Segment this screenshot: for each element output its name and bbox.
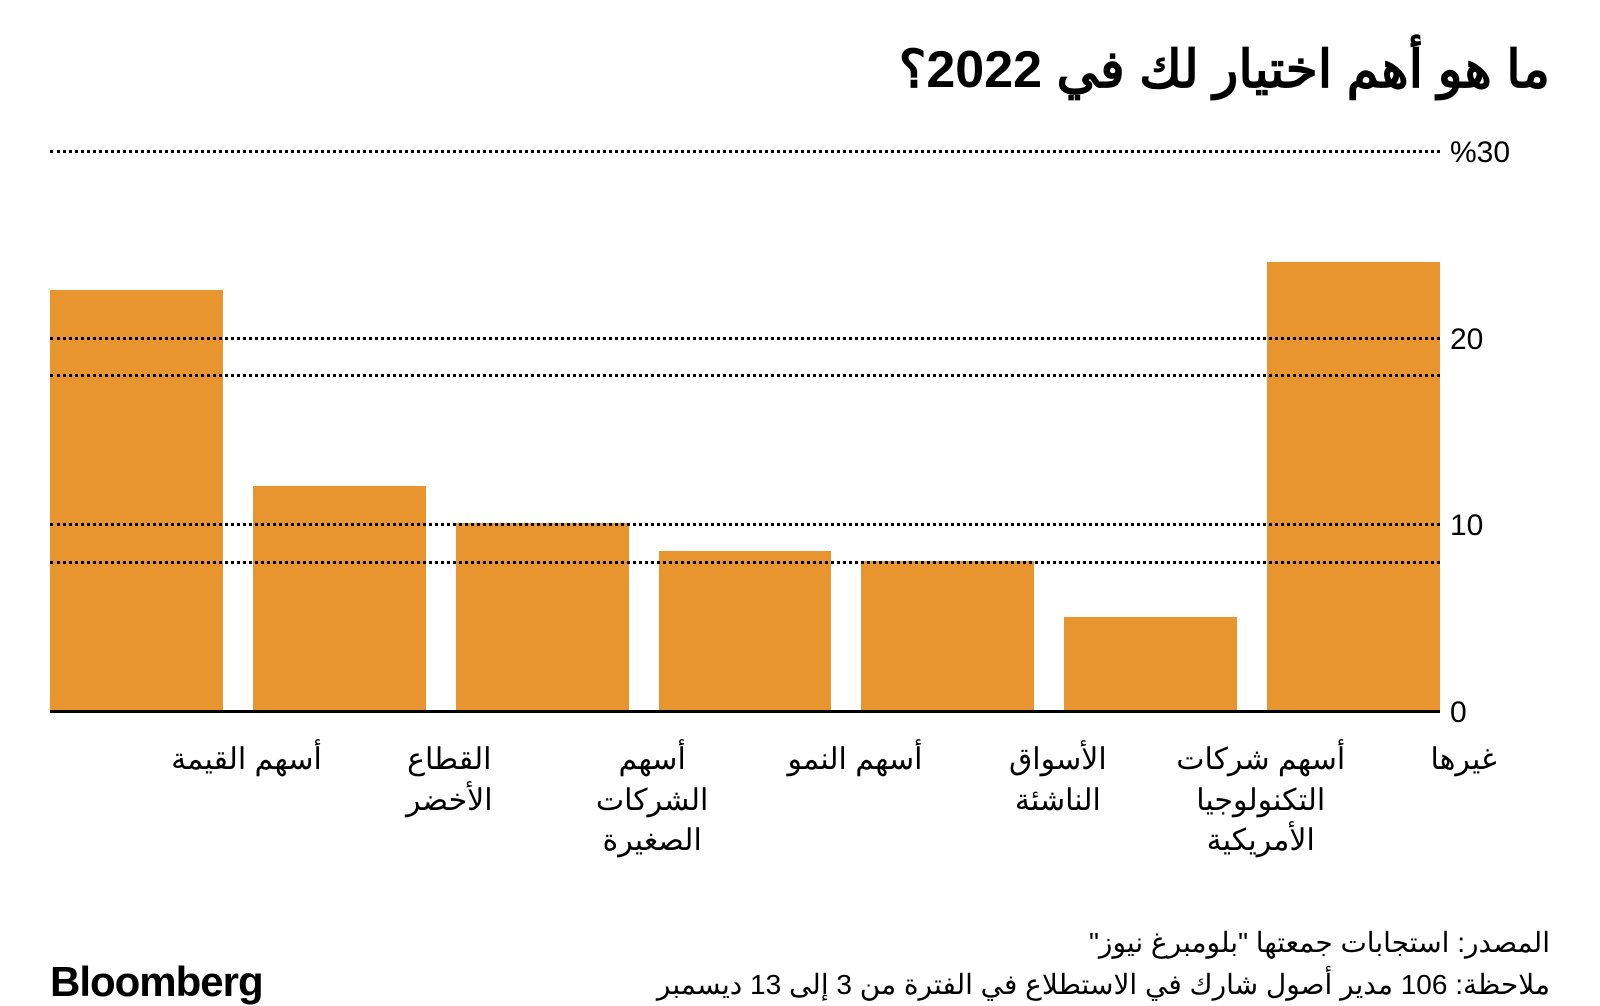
plot-region: 0 10 20 %30 — [50, 150, 1440, 710]
gridline: 0 — [50, 710, 1440, 713]
note-line: ملاحظة: 106 مدير أصول شارك في الاستطلاع … — [657, 964, 1550, 1006]
x-axis-label: أسهم الشركات الصغيرة — [566, 740, 739, 862]
y-axis-label: 0 — [1450, 696, 1550, 730]
brand-logo: Bloomberg — [50, 958, 263, 1006]
x-axis-label: أسهم شركات التكنولوجيا الأمريكية — [1174, 740, 1347, 862]
x-axis-label: أسهم القيمة — [160, 740, 333, 862]
bar-slot — [456, 150, 629, 710]
x-axis-label: أسهم النمو — [769, 740, 942, 862]
gridline: %30 — [50, 150, 1440, 153]
bar — [1267, 262, 1440, 710]
gridline: 10 — [50, 523, 1440, 526]
x-axis-label: القطاع الأخضر — [363, 740, 536, 862]
bars-container — [50, 150, 1440, 710]
bar-slot — [1267, 150, 1440, 710]
y-axis-label: %30 — [1450, 136, 1550, 170]
y-axis-label: 10 — [1450, 509, 1550, 543]
chart-footer: المصدر: استجابات جمعتها "بلومبرغ نيوز" م… — [50, 922, 1550, 1006]
x-axis-labels: أسهم القيمةالقطاع الأخضرأسهم الشركات الص… — [160, 740, 1550, 862]
bar-slot — [861, 150, 1034, 710]
bar — [253, 486, 426, 710]
bar — [861, 561, 1034, 710]
gridline: 20 — [50, 337, 1440, 340]
source-line: المصدر: استجابات جمعتها "بلومبرغ نيوز" — [657, 922, 1550, 964]
y-axis-label: 20 — [1450, 323, 1550, 357]
chart-area: 0 10 20 %30 — [50, 150, 1550, 710]
bar-slot — [50, 150, 223, 710]
bar-slot — [1064, 150, 1237, 710]
chart-title: ما هو أهم اختيار لك في 2022؟ — [50, 40, 1550, 100]
gridline — [50, 374, 1440, 377]
footer-text: المصدر: استجابات جمعتها "بلومبرغ نيوز" م… — [657, 922, 1550, 1006]
bar — [456, 523, 629, 710]
bar-slot — [253, 150, 426, 710]
bar-slot — [659, 150, 832, 710]
x-axis-label: الأسواق الناشئة — [971, 740, 1144, 862]
bar — [1064, 617, 1237, 710]
gridline — [50, 561, 1440, 564]
bar — [50, 290, 223, 710]
x-axis-label: غيرها — [1377, 740, 1550, 862]
bar — [659, 551, 832, 710]
